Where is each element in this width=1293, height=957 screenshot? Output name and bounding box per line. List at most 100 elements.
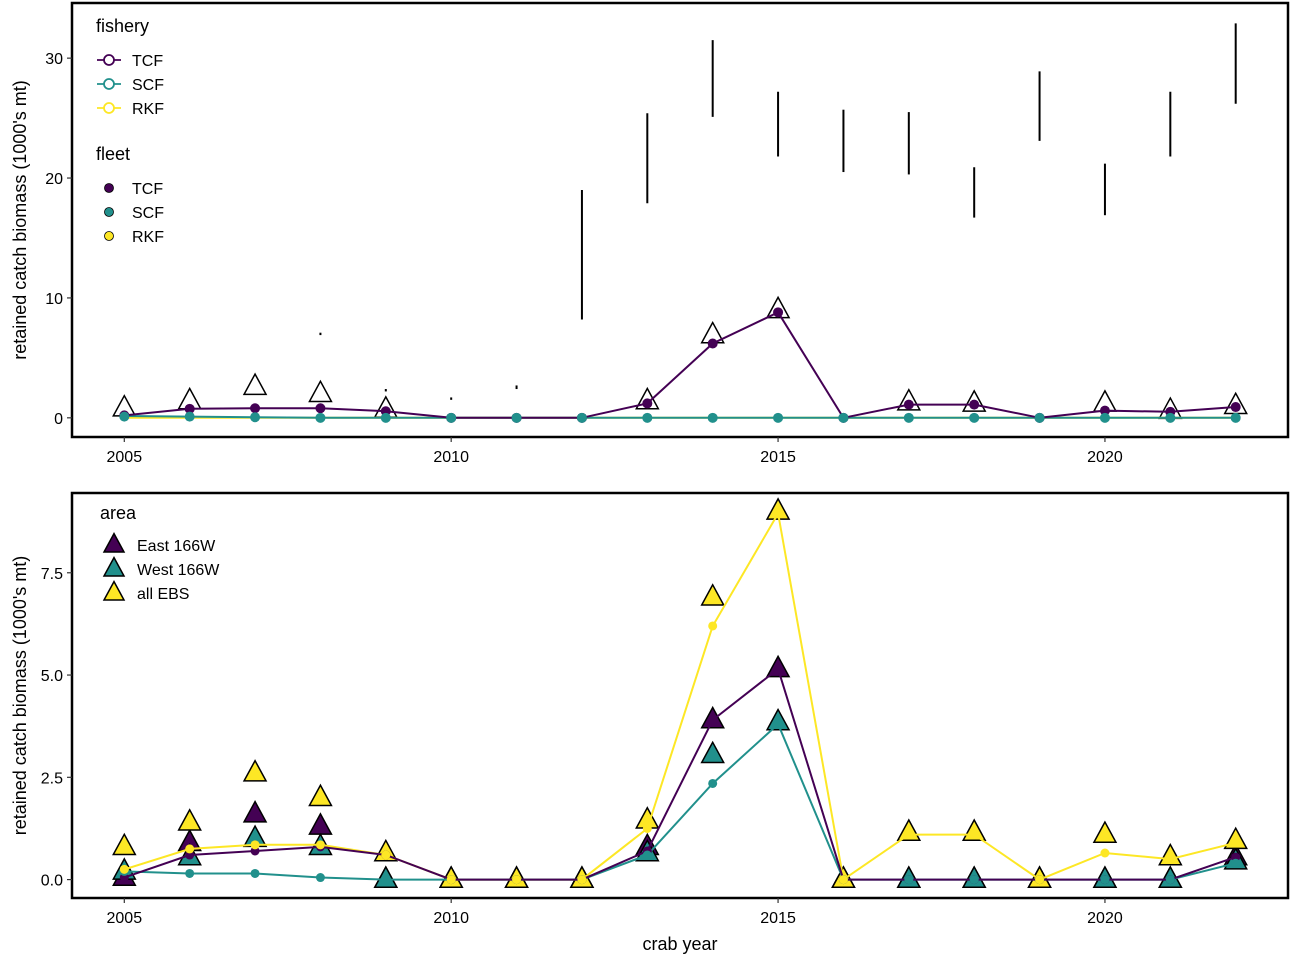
area-point-west-166w [708, 778, 718, 788]
fleet-point-scf [1165, 412, 1176, 423]
fleet-point-tcf [315, 403, 326, 414]
legend-fleet-label: RKF [132, 229, 164, 246]
area-point-all-ebs [1165, 854, 1175, 864]
y-tick-label: 10 [45, 291, 63, 308]
fleet-point-tcf [707, 338, 718, 349]
y-tick-label: 7.5 [41, 566, 63, 583]
area-point-west-166w [1231, 858, 1241, 868]
area-point-all-ebs [1231, 838, 1241, 848]
fleet-point-scf [707, 412, 718, 423]
area-triangle-east-166w [308, 812, 333, 835]
fleet-point-tcf [184, 403, 195, 414]
area-point-all-ebs [904, 830, 914, 840]
area-point-west-166w [642, 850, 652, 860]
area-line-west-166w [124, 722, 1236, 881]
area-point-west-166w [1165, 875, 1175, 885]
fleet-point-scf [576, 412, 587, 423]
legend-area-marker [102, 556, 126, 577]
fleet-point-tcf [969, 399, 980, 410]
area-point-all-ebs [315, 840, 325, 850]
fleet-point-scf [250, 412, 261, 423]
area-triangle-all-ebs [1092, 820, 1118, 844]
y-axis-title: retained catch biomass (1000's mt) [10, 80, 30, 360]
fleet-point-tcf [642, 398, 653, 409]
fleet-point-scf [446, 412, 457, 423]
area-point-all-ebs [1035, 875, 1045, 885]
fleet-point-scf [642, 412, 653, 423]
area-point-all-ebs [185, 844, 195, 854]
x-tick-label: 2010 [433, 910, 469, 927]
y-axis-title: retained catch biomass (1000's mt) [10, 556, 30, 836]
y-tick-label: 2.5 [41, 770, 63, 787]
fishery-line-tcf [124, 311, 1236, 419]
area-triangle-all-ebs [112, 832, 137, 856]
fleet-point-scf [903, 412, 914, 423]
legend-fleet-marker [104, 207, 114, 217]
fleet-point-tcf [1230, 402, 1241, 413]
legend-area-marker [102, 532, 126, 553]
fleet-point-scf [315, 412, 326, 423]
fleet-point-scf [1230, 412, 1241, 423]
area-point-west-166w [773, 719, 783, 729]
y-tick-label: 20 [45, 171, 63, 188]
panel-border [70, 1, 1290, 439]
legend-fishery-label: RKF [132, 101, 164, 118]
legend-area-title: area [100, 503, 137, 523]
legend-fishery-title: fishery [96, 16, 149, 36]
panel-border [70, 491, 1290, 900]
y-tick-label: 30 [45, 51, 63, 68]
fleet-point-scf [773, 412, 784, 423]
area-point-all-ebs [250, 840, 260, 850]
area-point-all-ebs [1100, 848, 1110, 858]
area-point-all-ebs [969, 830, 979, 840]
fleet-point-scf [1034, 412, 1045, 423]
legend-area-label: West 166W [137, 562, 220, 579]
legend-area-marker [102, 580, 126, 601]
area-point-west-166w [1100, 875, 1110, 885]
fleet-point-tcf [1099, 405, 1110, 416]
area-triangle-all-ebs [177, 808, 202, 831]
x-tick-label: 2010 [433, 449, 469, 466]
x-tick-label: 2005 [107, 910, 143, 927]
area-point-all-ebs [708, 621, 718, 631]
area-point-west-166w [904, 875, 914, 885]
legend-fleet-label: TCF [132, 181, 163, 198]
area-point-all-ebs [838, 875, 848, 885]
x-tick-label: 2015 [760, 910, 796, 927]
x-axis-title: crab year [642, 934, 717, 954]
x-tick-label: 2020 [1087, 449, 1123, 466]
fleet-point-scf [511, 412, 522, 423]
y-tick-label: 0 [54, 411, 63, 428]
observed-total-triangle [308, 379, 333, 403]
fleet-point-scf [380, 412, 391, 423]
legend-fleet-label: SCF [132, 205, 164, 222]
fleet-point-tcf [773, 307, 784, 318]
fleet-point-tcf [250, 403, 261, 414]
area-point-west-166w [185, 868, 195, 878]
observed-total-triangle [242, 372, 268, 396]
legend-fleet-marker [104, 231, 114, 241]
fleet-point-scf [969, 412, 980, 423]
fishery-line-scf [124, 415, 1236, 419]
legend-area-label: East 166W [137, 538, 216, 555]
area-point-all-ebs [577, 875, 587, 885]
x-tick-label: 2020 [1087, 910, 1123, 927]
fleet-point-scf [838, 412, 849, 423]
area-point-west-166w [969, 875, 979, 885]
area-point-west-166w [381, 875, 391, 885]
fleet-point-scf [184, 411, 195, 422]
legend-fishery-marker [103, 78, 115, 90]
fleet-point-scf [1099, 412, 1110, 423]
x-tick-label: 2005 [107, 449, 143, 466]
area-point-all-ebs [773, 508, 783, 518]
legend-fishery-label: TCF [132, 53, 163, 70]
legend-fishery-marker [103, 54, 115, 66]
area-point-west-166w [315, 873, 325, 883]
legend-fishery-label: SCF [132, 77, 164, 94]
fleet-point-scf [119, 411, 130, 422]
area-triangle-west-166w [700, 740, 725, 764]
area-point-all-ebs [642, 823, 652, 833]
area-point-all-ebs [446, 875, 456, 885]
area-point-all-ebs [119, 864, 129, 874]
